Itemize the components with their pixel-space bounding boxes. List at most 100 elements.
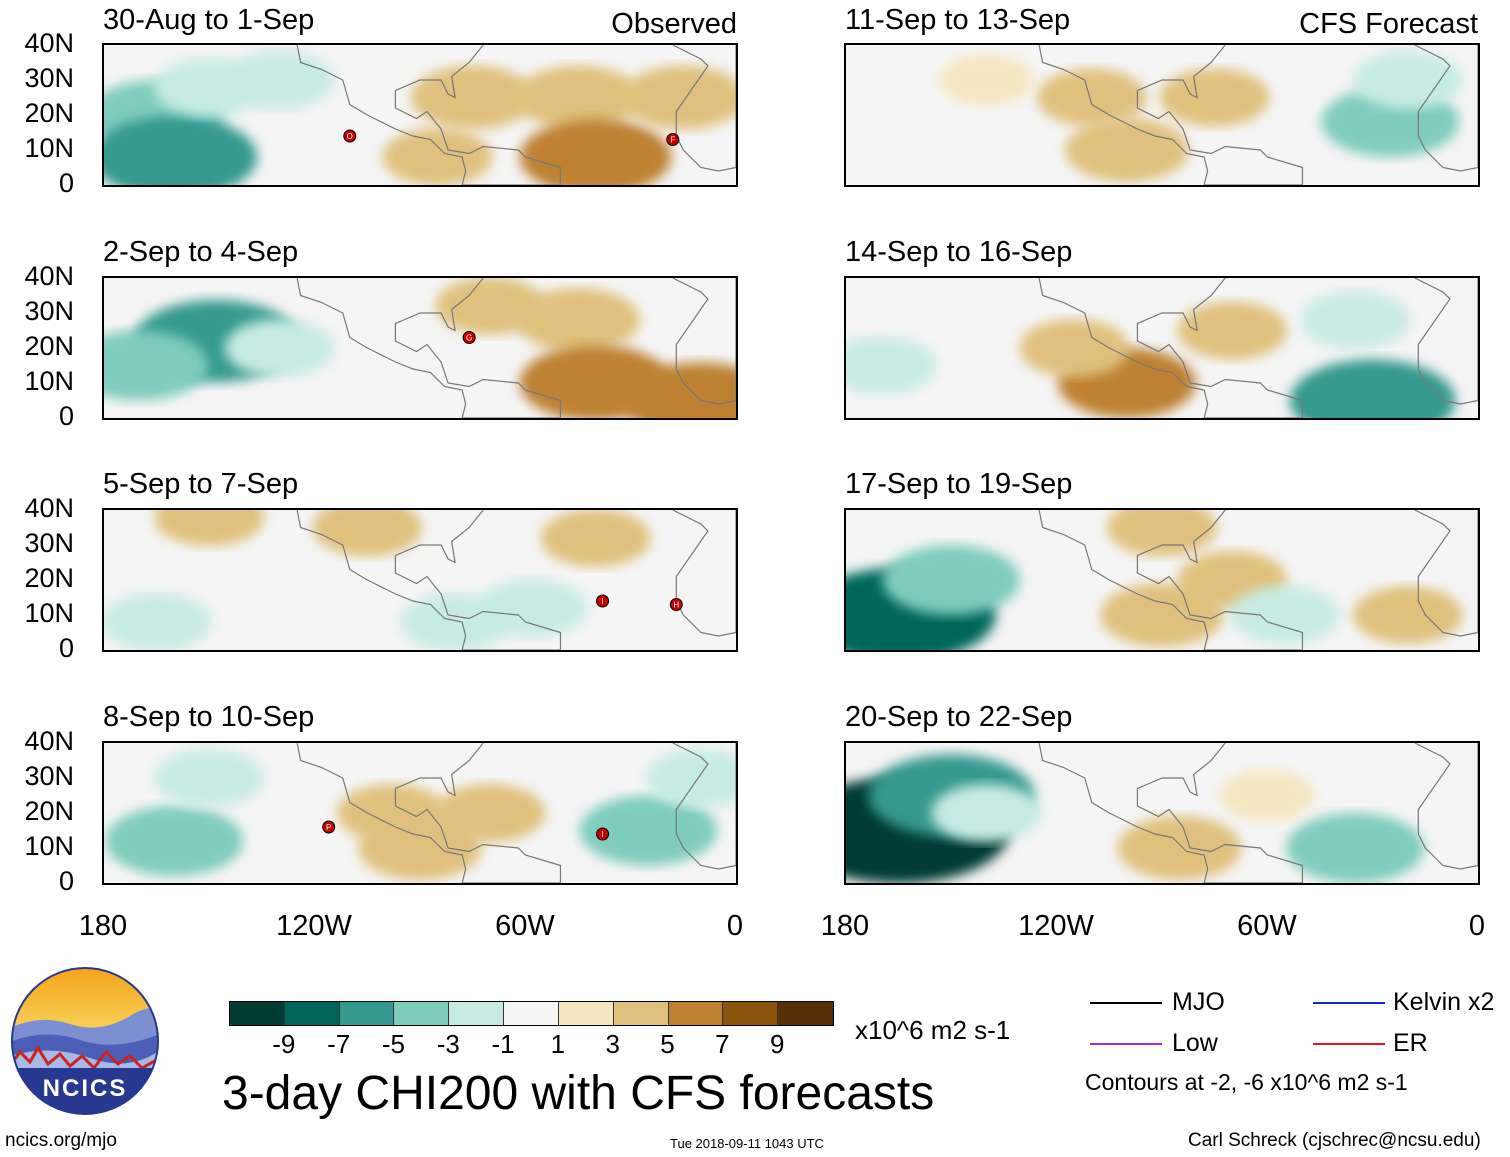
tropical-storm-icon	[666, 133, 680, 146]
colorbar-tick-label: 9	[769, 1029, 785, 1059]
colorbar-tick-label: 5	[660, 1029, 675, 1059]
x-tick-120w-left: 120W	[276, 910, 352, 942]
storm-label: I	[601, 830, 603, 839]
y-tick-label: 40N	[24, 28, 74, 58]
africa-coastline	[672, 278, 736, 405]
tropical-storm-icon	[343, 129, 357, 143]
americas-coastline	[1038, 743, 1304, 883]
anomaly-blob	[1019, 319, 1130, 377]
anomaly-blob	[382, 128, 493, 185]
colorbar-cell	[778, 1002, 833, 1025]
map-svg	[846, 45, 1478, 185]
americas-coastline	[296, 45, 562, 185]
anomaly-blob	[1064, 118, 1189, 182]
y-tick-label: 40N	[24, 261, 74, 291]
y-tick-label: 40N	[24, 726, 74, 756]
tropical-storm-icon	[596, 594, 610, 608]
map-panel-6	[844, 276, 1480, 420]
legend-low: Low	[1090, 1029, 1240, 1059]
storm-label: O	[347, 132, 353, 141]
ncics-logo: NCICS	[11, 967, 159, 1115]
x-tick-60w-right: 60W	[1237, 910, 1297, 942]
y-tick-label: 0	[58, 401, 74, 431]
americas-coastline	[296, 743, 562, 883]
observed-label: Observed	[611, 8, 737, 40]
colorbar-tick-label: 1	[550, 1029, 566, 1059]
anomaly-blob	[846, 336, 937, 395]
y-tick-label: 30N	[24, 528, 74, 558]
anomaly-blob	[105, 806, 244, 876]
colorbar-cell	[339, 1002, 395, 1025]
map-panel-7	[844, 508, 1480, 652]
y-tick-label: 0	[58, 633, 74, 663]
africa-coastline	[1414, 510, 1478, 637]
americas-coastline	[296, 278, 562, 418]
americas-coastline	[296, 510, 562, 650]
colorbar-units: x10^6 m2 s-1	[855, 1015, 1011, 1045]
colorbar-tick-label: -7	[327, 1029, 351, 1059]
americas-coastline	[1038, 278, 1304, 418]
panel-title-1: 30-Aug to 1-Sep	[103, 4, 315, 36]
y-tick-label: 0	[58, 168, 74, 198]
anomaly-blob	[312, 510, 423, 557]
panel-title-8: 20-Sep to 22-Sep	[845, 701, 1073, 733]
panel-title-4: 8-Sep to 10-Sep	[103, 701, 315, 733]
anomaly-blob	[1352, 586, 1463, 644]
y-tick-label: 20N	[24, 563, 74, 593]
colorbar-tick-label: 3	[605, 1029, 620, 1059]
y-tick-label: 30N	[24, 63, 74, 93]
legend-mjo-line	[1090, 1002, 1162, 1004]
panel-title-3: 5-Sep to 7-Sep	[103, 468, 299, 500]
x-tick-180-left: 180	[78, 910, 128, 942]
y-tick-label: 0	[58, 866, 74, 896]
y-tick-label: 40N	[24, 493, 74, 523]
contour-note: Contours at -2, -6 x10^6 m2 s-1	[1085, 1069, 1408, 1095]
y-tick-label: 20N	[24, 796, 74, 826]
anomaly-blob	[154, 749, 265, 807]
anomaly-blob	[1177, 301, 1288, 360]
storm-label: H	[673, 601, 679, 610]
colorbar-cell	[394, 1002, 450, 1025]
legend-low-line	[1090, 1043, 1162, 1045]
colorbar-cell	[613, 1002, 669, 1025]
map-svg	[846, 278, 1478, 418]
y-tick-label: 30N	[24, 296, 74, 326]
anomaly-blob	[1219, 769, 1316, 822]
chart-title: 3-day CHI200 with CFS forecasts	[222, 1067, 935, 1120]
colorbar-cell	[668, 1002, 724, 1025]
colorbar	[229, 1001, 834, 1026]
anomaly-blob	[516, 288, 640, 352]
map-panel-5	[844, 43, 1480, 187]
anomaly-blob	[435, 784, 546, 842]
colorbar-tick-label: -3	[436, 1029, 460, 1059]
x-tick-60w-left: 60W	[495, 910, 555, 942]
colorbar-cell	[449, 1002, 505, 1025]
map-svg: PI	[104, 743, 736, 883]
anomaly-blob	[516, 65, 640, 130]
anomaly-blob	[1117, 816, 1242, 880]
y-tick-label: 10N	[24, 598, 74, 628]
anomaly-blob	[1289, 359, 1456, 418]
tropical-storm-icon	[462, 331, 476, 344]
anomaly-blob	[882, 545, 1021, 615]
map-svg: G	[104, 278, 736, 418]
y-tick-label: 10N	[24, 133, 74, 163]
anomaly-blob	[104, 116, 258, 185]
anomaly-blob	[336, 784, 447, 842]
anomaly-blob	[645, 749, 736, 807]
colorbar-cell	[723, 1002, 779, 1025]
anomaly-blob	[1107, 510, 1217, 557]
storm-label: F	[670, 136, 675, 145]
colorbar-tick-label: -9	[272, 1029, 296, 1059]
anomaly-blob	[224, 51, 335, 109]
tropical-storm-icon	[322, 820, 336, 834]
legend-kelvin-label: Kelvin x2	[1393, 988, 1495, 1016]
anomaly-blob	[154, 510, 265, 546]
legend-low-label: Low	[1172, 1029, 1218, 1057]
africa-coastline	[672, 45, 736, 172]
anomaly-blob	[540, 510, 651, 567]
anomaly-blob	[1286, 813, 1425, 883]
colorbar-cell	[504, 1002, 559, 1025]
anomaly-blob	[1036, 68, 1147, 127]
